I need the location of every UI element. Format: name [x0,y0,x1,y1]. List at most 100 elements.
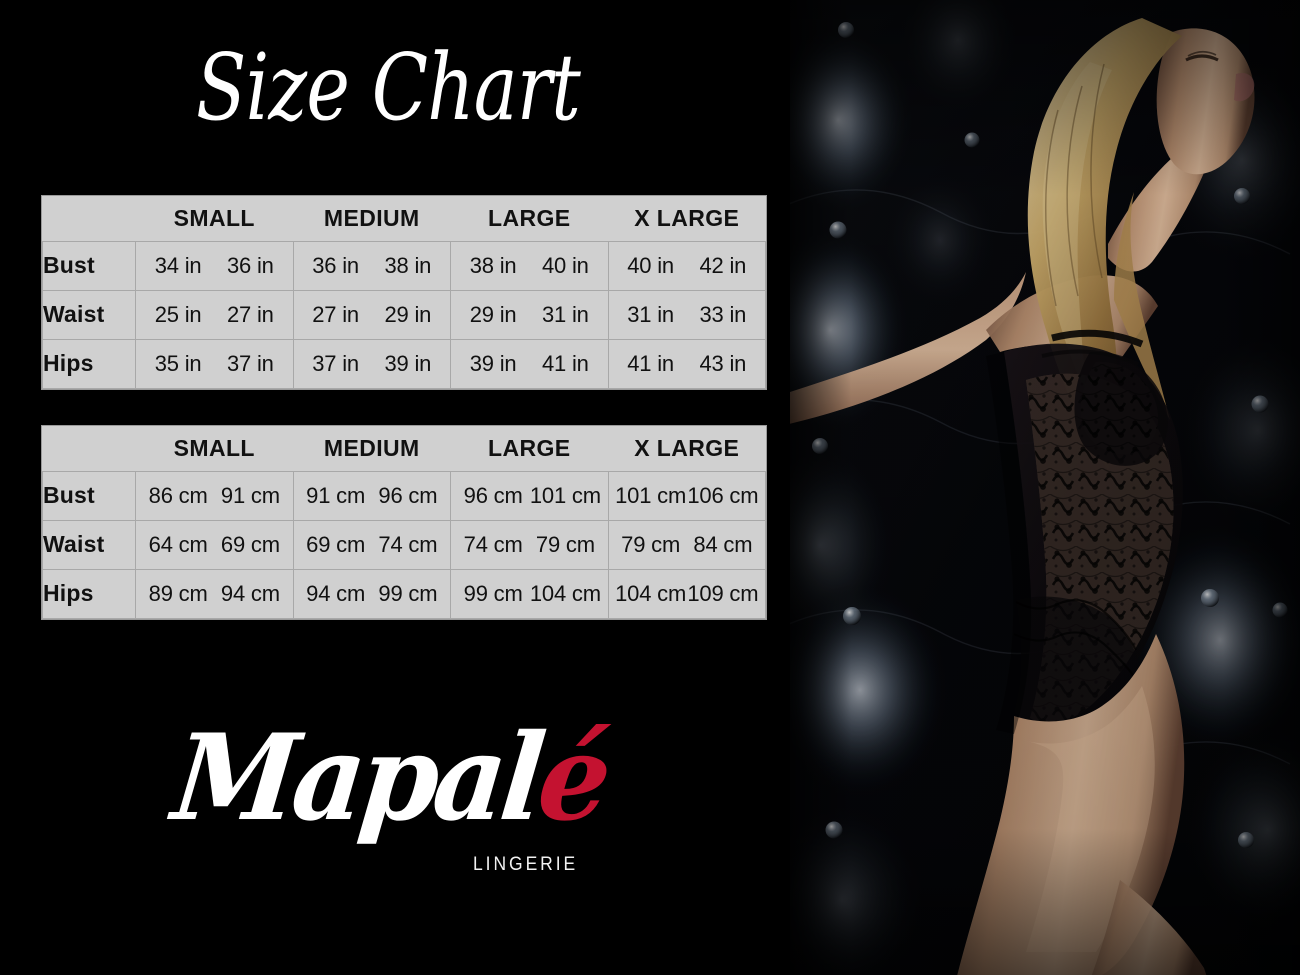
cell-bust-medium: 36 in 38 in [292,240,451,291]
value-min: 40 in [627,252,674,278]
table-row: Hips 89 cm 94 cm 94 cm 99 cm 99 cm 104 c… [42,568,766,619]
value-max: 94 cm [220,580,280,606]
value-min: 89 cm [148,580,208,606]
value-min: 36 in [312,252,359,278]
value-min: 38 in [469,252,517,278]
value-min: 34 in [154,252,202,278]
value-max: 43 in [699,350,747,376]
cell-hips-xlarge: 104 cm 109 cm [607,568,766,619]
table-corner-cell [42,426,136,471]
size-table-centimeters: SMALL MEDIUM LARGE X LARGE Bust 86 cm 91… [42,426,766,619]
value-min: 31 in [627,301,674,327]
column-header-medium: MEDIUM [293,426,451,472]
value-max: 104 cm [529,580,601,606]
cell-waist-xlarge: 79 cm 84 cm [607,519,766,570]
cell-waist-medium: 27 in 29 in [292,289,451,340]
value-max: 84 cm [693,531,753,557]
value-max: 31 in [542,301,589,327]
model-photo [790,0,1300,975]
value-max: 106 cm [687,482,759,508]
table-row: Waist 25 in 27 in 27 in 29 in 29 in 31 i… [42,289,766,340]
cell-bust-large: 38 in 40 in [450,240,609,291]
value-min: 29 in [469,301,517,327]
cell-bust-large: 96 cm 101 cm [450,470,609,521]
column-header-xlarge: X LARGE [608,196,766,242]
value-min: 79 cm [621,531,681,557]
value-max: 29 in [384,301,432,327]
value-min: 35 in [154,350,202,376]
cell-bust-xlarge: 40 in 42 in [607,240,766,291]
column-header-large: LARGE [450,196,608,242]
value-min: 86 cm [148,482,208,508]
row-label-hips: Hips [42,338,136,389]
cell-waist-small: 25 in 27 in [135,289,294,340]
value-min: 25 in [154,301,202,327]
brand-wordmark: Mapalé [167,709,613,848]
cell-hips-medium: 37 in 39 in [292,338,451,389]
value-max: 36 in [227,252,274,278]
value-max: 41 in [542,350,589,376]
cell-waist-large: 74 cm 79 cm [450,519,609,570]
value-min: 41 in [627,350,674,376]
column-header-small: SMALL [135,196,293,242]
value-max: 101 cm [529,482,601,508]
row-label-waist: Waist [42,289,136,340]
value-min: 101 cm [615,482,687,508]
cell-hips-small: 35 in 37 in [135,338,294,389]
cell-bust-xlarge: 101 cm 106 cm [607,470,766,521]
value-max: 69 cm [220,531,280,557]
value-min: 91 cm [306,482,366,508]
value-max: 33 in [699,301,747,327]
table-header-row: SMALL MEDIUM LARGE X LARGE [42,196,766,242]
value-max: 79 cm [535,531,595,557]
table-corner-cell [42,196,136,241]
value-max: 39 in [384,350,432,376]
column-header-small: SMALL [135,426,293,472]
value-max: 42 in [699,252,747,278]
value-max: 38 in [384,252,432,278]
value-min: 27 in [312,301,359,327]
table-header-row: SMALL MEDIUM LARGE X LARGE [42,426,766,472]
cell-hips-medium: 94 cm 99 cm [292,568,451,619]
value-max: 27 in [227,301,274,327]
value-min: 64 cm [148,531,208,557]
row-label-bust: Bust [42,470,136,521]
cell-hips-xlarge: 41 in 43 in [607,338,766,389]
table-row: Bust 86 cm 91 cm 91 cm 96 cm 96 cm 101 c… [42,470,766,521]
table-row: Waist 64 cm 69 cm 69 cm 74 cm 74 cm 79 c… [42,519,766,570]
cell-hips-large: 39 in 41 in [450,338,609,389]
value-max: 109 cm [687,580,759,606]
value-min: 74 cm [463,531,523,557]
brand-wordmark-accent: é [531,708,613,848]
cell-waist-large: 29 in 31 in [450,289,609,340]
row-label-waist: Waist [42,519,136,570]
brand-wordmark-main: Mapal [166,708,547,848]
value-min: 99 cm [463,580,523,606]
cell-waist-medium: 69 cm 74 cm [292,519,451,570]
table-row: Bust 34 in 36 in 36 in 38 in 38 in 40 in… [42,240,766,291]
value-min: 39 in [469,350,517,376]
cell-hips-small: 89 cm 94 cm [135,568,294,619]
cell-bust-medium: 91 cm 96 cm [292,470,451,521]
cell-hips-large: 99 cm 104 cm [450,568,609,619]
value-max: 91 cm [220,482,280,508]
value-min: 96 cm [463,482,523,508]
cell-bust-small: 34 in 36 in [135,240,294,291]
value-max: 40 in [542,252,589,278]
value-max: 74 cm [378,531,438,557]
value-min: 37 in [312,350,359,376]
brand-logo: Mapalé LINGERIE [167,709,613,891]
content-panel: Size Chart SMALL MEDIUM LARGE X LARGE Bu… [42,34,766,891]
table-row: Hips 35 in 37 in 37 in 39 in 39 in 41 in… [42,338,766,389]
value-max: 99 cm [378,580,438,606]
column-header-xlarge: X LARGE [608,426,766,472]
value-min: 69 cm [306,531,366,557]
row-label-bust: Bust [42,240,136,291]
column-header-medium: MEDIUM [293,196,451,242]
page-title: Size Chart [196,34,581,141]
cell-bust-small: 86 cm 91 cm [135,470,294,521]
value-min: 94 cm [306,580,366,606]
column-header-large: LARGE [450,426,608,472]
value-max: 37 in [227,350,274,376]
brand-subtitle: LINGERIE [473,854,579,875]
